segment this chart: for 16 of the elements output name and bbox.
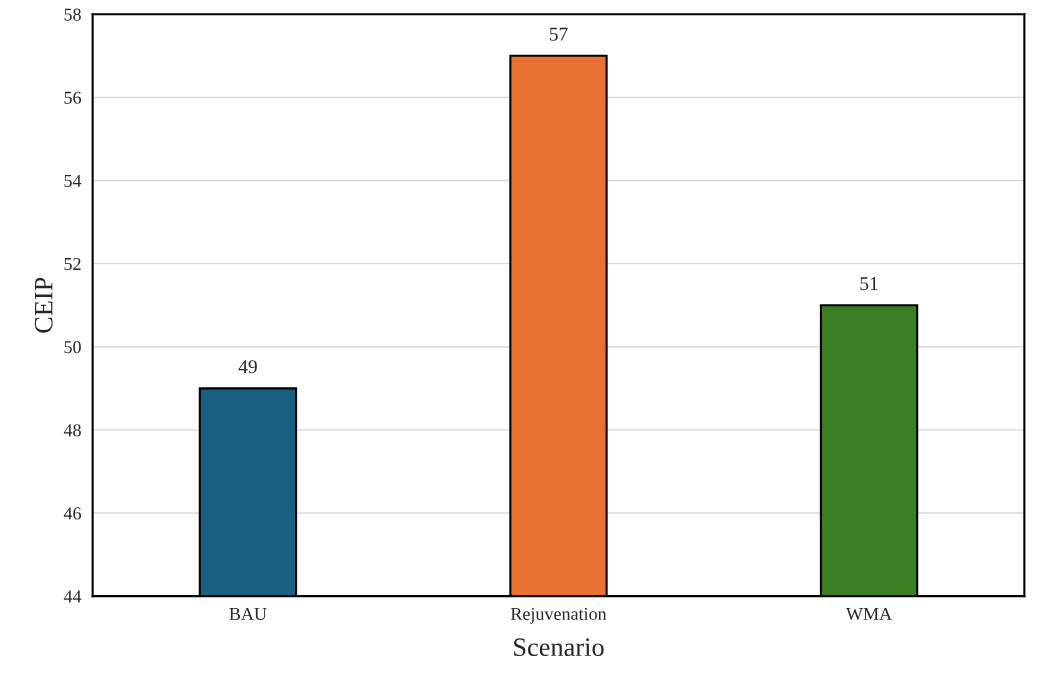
y-tick-label: 56: [64, 91, 81, 104]
y-tick-label: 54: [64, 174, 82, 187]
x-axis-title: Scenario: [514, 638, 604, 657]
data-label: 51: [860, 277, 878, 291]
x-tick-label: Rejuvenation: [510, 607, 607, 624]
y-tick-label: 52: [64, 257, 81, 271]
x-tick-label: WMA: [846, 607, 892, 621]
y-axis-title: CEIP: [34, 277, 53, 333]
y-tick-label: 58: [64, 8, 81, 21]
data-label: 49: [238, 360, 257, 374]
y-tick-label: 44: [63, 590, 82, 603]
x-tick-label: BAU: [229, 607, 267, 620]
y-tick-label: 48: [63, 424, 81, 437]
y-tick-label: 50: [64, 341, 81, 354]
y-tick-label: 46: [63, 507, 81, 520]
data-label: 57: [549, 27, 568, 41]
